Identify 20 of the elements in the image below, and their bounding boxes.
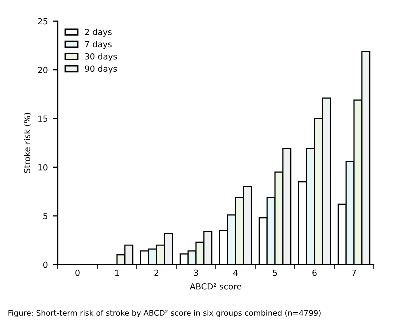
x-tick-label: 0 <box>76 270 80 276</box>
y-tick-label: 0 <box>44 262 48 268</box>
y-axis-title: Stroke risk (%) <box>24 113 32 174</box>
y-tick-label: 25 <box>38 18 48 25</box>
y-tick-label: 5 <box>44 213 48 220</box>
x-tick-label: 4 <box>234 270 238 276</box>
legend-label: 30 days <box>85 53 118 62</box>
y-tick-label: 10 <box>38 164 48 171</box>
y-tick-label: 15 <box>38 116 48 122</box>
x-axis-title: ABCD² score <box>190 283 242 290</box>
x-tick-label: 5 <box>273 270 278 276</box>
legend-label: 90 days <box>85 66 118 74</box>
x-tick-label: 7 <box>352 270 356 276</box>
x-tick-label: 2 <box>154 270 159 276</box>
x-tick-label: 3 <box>194 270 198 276</box>
x-tick-label: 1 <box>116 270 120 276</box>
x-tick-label: 6 <box>312 270 317 276</box>
legend-label: 2 days <box>85 28 112 37</box>
y-tick-label: 20 <box>38 67 48 74</box>
legend-label: 7 days <box>85 41 112 50</box>
